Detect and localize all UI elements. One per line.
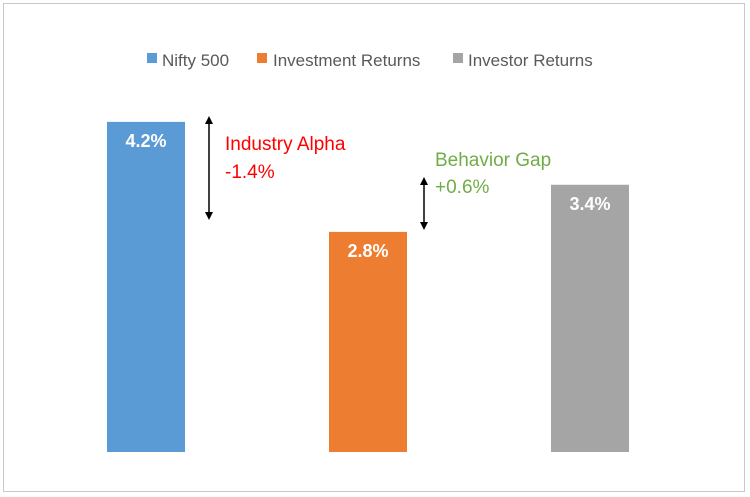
bar-nifty-500 xyxy=(107,121,185,452)
data-label-investment-returns: 2.8% xyxy=(347,241,388,261)
legend-item-investor-returns: Investor Returns xyxy=(453,51,593,70)
legend-item-investment-returns: Investment Returns xyxy=(257,51,420,70)
bars: 4.2% 2.8% 3.4% xyxy=(107,121,629,452)
behavior-gap-value: +0.6% xyxy=(435,177,490,198)
annotations: Industry Alpha -1.4% Behavior Gap +0.6% xyxy=(205,116,551,230)
legend-label-investor-returns: Investor Returns xyxy=(468,51,593,70)
bar-investor-returns xyxy=(551,184,629,452)
industry-alpha-value: -1.4% xyxy=(225,162,275,183)
legend-label-investment-returns: Investment Returns xyxy=(273,51,420,70)
industry-alpha-title: Industry Alpha xyxy=(225,134,346,155)
legend: Nifty 500 Investment Returns Investor Re… xyxy=(147,51,593,70)
legend-swatch-investor-returns xyxy=(453,53,463,63)
legend-swatch-investment-returns xyxy=(257,53,267,63)
behavior-gap-title: Behavior Gap xyxy=(435,150,551,171)
bar-investment-returns xyxy=(329,231,407,452)
data-label-investor-returns: 3.4% xyxy=(569,194,610,214)
legend-item-nifty-500: Nifty 500 xyxy=(147,51,229,70)
legend-label-nifty-500: Nifty 500 xyxy=(162,51,229,70)
data-label-nifty-500: 4.2% xyxy=(125,131,166,151)
legend-swatch-nifty-500 xyxy=(147,53,157,63)
